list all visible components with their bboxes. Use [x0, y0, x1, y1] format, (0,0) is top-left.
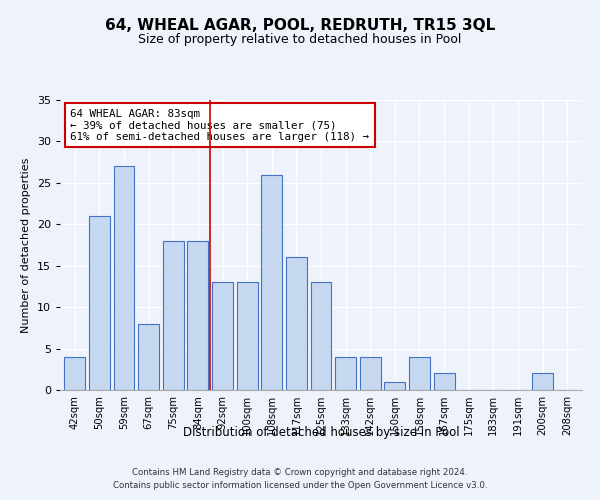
Bar [434, 374, 455, 390]
Bar [212, 282, 233, 390]
Bar [286, 258, 307, 390]
Bar [64, 357, 85, 390]
Bar [409, 357, 430, 390]
Bar [236, 282, 257, 390]
Bar [163, 241, 184, 390]
Text: Contains HM Land Registry data © Crown copyright and database right 2024.: Contains HM Land Registry data © Crown c… [132, 468, 468, 477]
Bar [113, 166, 134, 390]
Text: Contains public sector information licensed under the Open Government Licence v3: Contains public sector information licen… [113, 480, 487, 490]
Bar [89, 216, 110, 390]
Bar [335, 357, 356, 390]
Text: Distribution of detached houses by size in Pool: Distribution of detached houses by size … [182, 426, 460, 439]
Y-axis label: Number of detached properties: Number of detached properties [21, 158, 31, 332]
Bar [311, 282, 331, 390]
Bar [532, 374, 553, 390]
Bar [187, 241, 208, 390]
Text: 64, WHEAL AGAR, POOL, REDRUTH, TR15 3QL: 64, WHEAL AGAR, POOL, REDRUTH, TR15 3QL [105, 18, 495, 32]
Text: 64 WHEAL AGAR: 83sqm
← 39% of detached houses are smaller (75)
61% of semi-detac: 64 WHEAL AGAR: 83sqm ← 39% of detached h… [70, 108, 370, 142]
Bar [360, 357, 381, 390]
Text: Size of property relative to detached houses in Pool: Size of property relative to detached ho… [139, 32, 461, 46]
Bar [385, 382, 406, 390]
Bar [261, 174, 282, 390]
Bar [138, 324, 159, 390]
